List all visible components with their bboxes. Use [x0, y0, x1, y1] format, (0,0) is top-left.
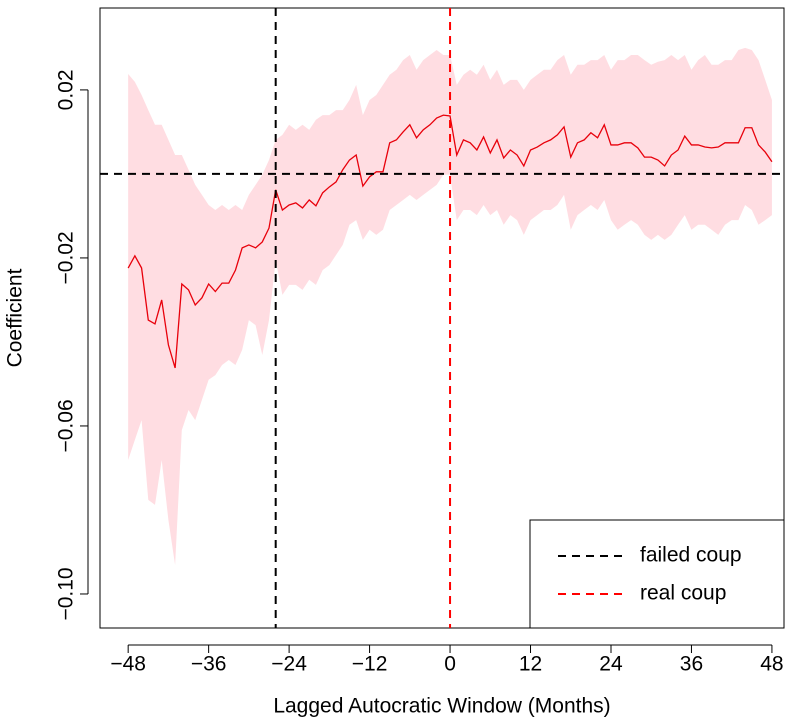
x-tick-label: −48 [110, 653, 146, 676]
legend-box [529, 519, 785, 629]
coefficient-line [127, 114, 773, 369]
y-tick-label: −0.02 [55, 231, 78, 284]
x-tick-label: −12 [352, 653, 388, 676]
x-tick-label: 0 [444, 653, 456, 676]
x-axis-title: Lagged Autocratic Window (Months) [273, 695, 610, 718]
x-tick-label: 48 [760, 653, 783, 676]
x-tick-label: 24 [599, 653, 623, 676]
legend-label: real coup [640, 582, 726, 605]
x-tick-label: 36 [680, 653, 703, 676]
x-tick-label: −24 [271, 653, 307, 676]
y-tick-label: 0.02 [55, 69, 78, 110]
x-tick-label: −36 [191, 653, 227, 676]
confidence-band [128, 47, 772, 565]
y-axis-title: Coefficient [4, 268, 27, 367]
plot-area [127, 47, 773, 565]
y-tick-label: −0.10 [55, 567, 78, 620]
plot-frame [99, 7, 785, 629]
y-tick-label: −0.06 [55, 399, 78, 452]
x-tick-label: 12 [519, 653, 542, 676]
legend-label: failed coup [640, 544, 742, 567]
